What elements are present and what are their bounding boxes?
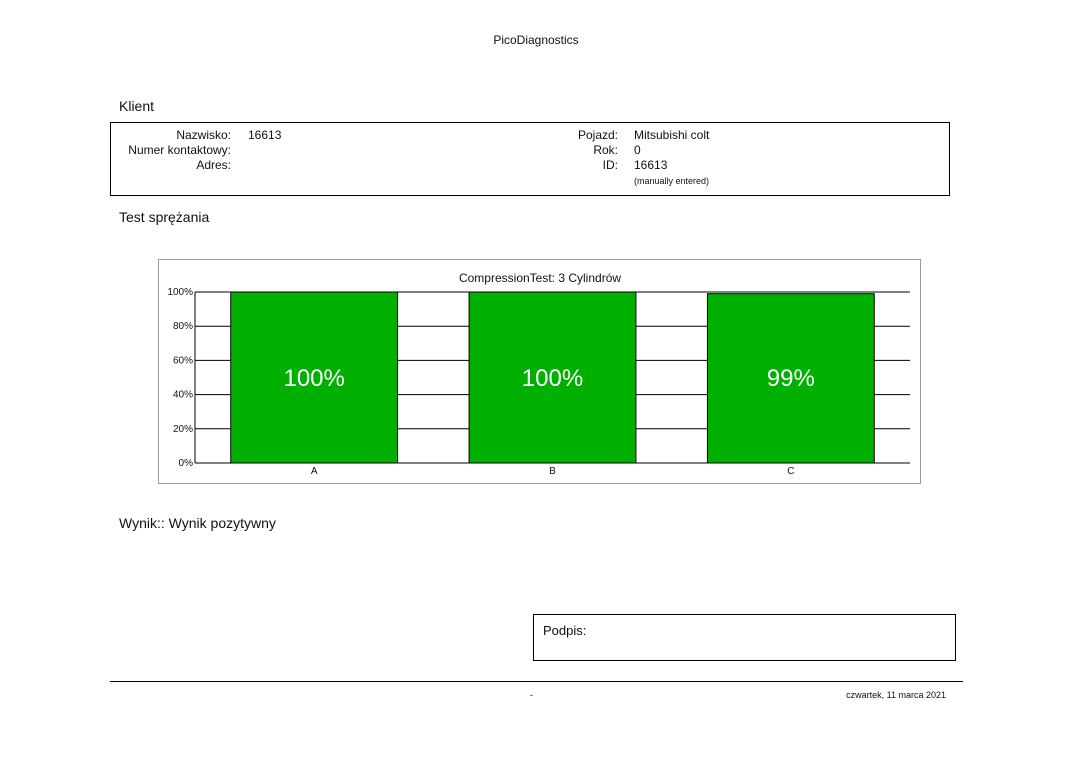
y-tick-label: 0% xyxy=(179,458,194,469)
footer-date: czwartek, 11 marca 2021 xyxy=(846,690,946,700)
vehicle-label: Pojazd: xyxy=(577,128,618,142)
year-label: Rok: xyxy=(593,143,618,157)
result-text: Wynik:: Wynik pozytywny xyxy=(119,515,276,531)
y-tick-label: 20% xyxy=(173,424,193,435)
id-note: (manually entered) xyxy=(634,176,710,186)
app-title: PicoDiagnostics xyxy=(493,33,579,47)
client-info-box: Nazwisko: 16613 Numer kontaktowy: Adres:… xyxy=(110,122,950,196)
x-tick-label: C xyxy=(787,466,794,477)
vehicle-value: Mitsubishi colt xyxy=(634,128,710,142)
bar-c xyxy=(706,293,875,464)
client-section-title: Klient xyxy=(119,98,155,114)
bar-b xyxy=(468,291,637,464)
chart-title: CompressionTest: 3 Cylindrów xyxy=(459,271,621,285)
id-value: 16613 xyxy=(634,158,668,172)
id-label: ID: xyxy=(602,158,618,172)
bar-a xyxy=(230,291,399,464)
surname-label: Nazwisko: xyxy=(176,128,231,142)
bar-value-label: 100% xyxy=(283,365,344,392)
footer-divider xyxy=(110,681,963,682)
signature-label: Podpis: xyxy=(543,623,587,638)
address-label: Adres: xyxy=(196,158,231,172)
bar-value-label: 100% xyxy=(522,365,583,392)
chart-canvas: CompressionTest: 3 Cylindrów 0% 20% 40% 60% 8… xyxy=(167,271,910,477)
surname-value: 16613 xyxy=(248,128,282,142)
y-tick-label: 100% xyxy=(167,287,193,298)
x-tick-label: A xyxy=(311,466,318,477)
y-tick-label: 40% xyxy=(173,390,193,401)
test-section-title: Test sprężania xyxy=(119,209,210,225)
year-value: 0 xyxy=(634,143,641,157)
signature-box: Podpis: xyxy=(533,614,956,661)
y-tick-label: 80% xyxy=(173,321,193,332)
contact-number-label: Numer kontaktowy: xyxy=(128,143,231,157)
y-tick-label: 60% xyxy=(173,355,193,366)
footer-page-number: - xyxy=(530,690,533,700)
bar-value-label: 99% xyxy=(767,365,815,392)
compression-chart: CompressionTest: 3 Cylindrów 0% 20% 40% 60% 8… xyxy=(158,259,921,484)
x-tick-label: B xyxy=(549,466,556,477)
